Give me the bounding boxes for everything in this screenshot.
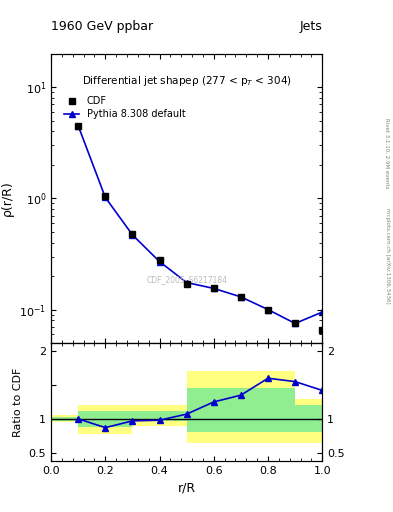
Pythia 8.308 default	[211, 285, 216, 291]
CDF	[239, 294, 243, 300]
Pythia 8.308 default	[293, 321, 298, 327]
Pythia 8.308 default	[239, 294, 243, 300]
X-axis label: r/R: r/R	[178, 481, 196, 494]
Y-axis label: Ratio to CDF: Ratio to CDF	[13, 367, 23, 437]
CDF	[320, 327, 325, 333]
CDF	[266, 307, 270, 313]
Line: Pythia 8.308 default: Pythia 8.308 default	[75, 123, 325, 327]
Y-axis label: ρ(r/R): ρ(r/R)	[1, 181, 14, 216]
Text: 1960 GeV ppbar: 1960 GeV ppbar	[51, 20, 153, 33]
Pythia 8.308 default	[103, 195, 108, 201]
Pythia 8.308 default	[76, 123, 81, 129]
Pythia 8.308 default	[266, 307, 270, 313]
Pythia 8.308 default	[184, 280, 189, 286]
CDF	[293, 321, 298, 327]
Text: Rivet 3.1.10, 2.9M events: Rivet 3.1.10, 2.9M events	[385, 118, 389, 189]
Text: CDF_2005_S6217184: CDF_2005_S6217184	[146, 275, 227, 284]
Text: mcplots.cern.ch [arXiv:1306.3436]: mcplots.cern.ch [arXiv:1306.3436]	[385, 208, 389, 304]
Pythia 8.308 default	[320, 309, 325, 315]
CDF	[103, 193, 108, 199]
Pythia 8.308 default	[130, 232, 135, 238]
CDF	[157, 257, 162, 263]
Text: Differential jet shapeρ (277 < p$_T$ < 304): Differential jet shapeρ (277 < p$_T$ < 3…	[82, 74, 292, 88]
Pythia 8.308 default	[157, 259, 162, 265]
Legend: CDF, Pythia 8.308 default: CDF, Pythia 8.308 default	[61, 93, 188, 122]
CDF	[130, 231, 135, 237]
Text: Jets: Jets	[299, 20, 322, 33]
CDF	[211, 285, 216, 291]
Line: CDF: CDF	[75, 123, 325, 333]
CDF	[76, 123, 81, 129]
CDF	[184, 281, 189, 287]
